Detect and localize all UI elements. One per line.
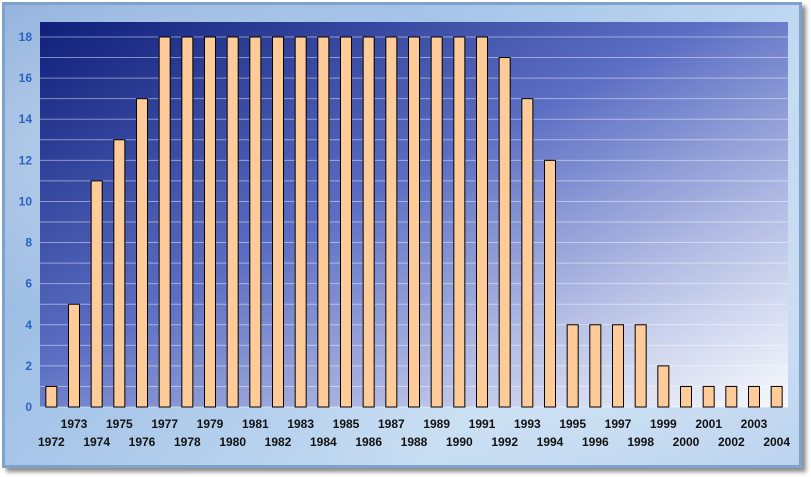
y-axis-ticks: 0 2 4 6 8 10 12 14 16 18: [19, 30, 33, 414]
bar: [521, 98, 534, 408]
bar: [657, 365, 670, 408]
x-tick-label: 2003: [741, 417, 768, 431]
y-tick-label: 12: [19, 153, 33, 167]
bar: [634, 324, 647, 408]
y-tick-label: 10: [19, 194, 33, 208]
x-tick-label: 1998: [627, 435, 654, 449]
bar: [362, 36, 375, 408]
x-tick-label: 1985: [333, 417, 360, 431]
x-tick-label: 1986: [355, 435, 382, 449]
y-tick-label: 14: [19, 112, 33, 126]
bar: [544, 159, 556, 408]
x-tick-label: 1980: [219, 435, 246, 449]
x-tick-label: 2000: [673, 435, 700, 449]
bar: [566, 324, 579, 408]
bar: [45, 385, 58, 408]
bar: [68, 303, 80, 408]
x-tick-label: 1991: [469, 417, 496, 431]
x-tick-label: 1975: [106, 417, 133, 431]
x-tick-label: 1979: [197, 417, 224, 431]
y-tick-label: 4: [25, 318, 32, 332]
bar: [226, 36, 239, 408]
x-tick-label: 2002: [718, 435, 745, 449]
x-axis-ticks: 1972 1973 1974 1975 1976 1977 1978 1979 1980 1981…: [38, 417, 790, 449]
bar: [770, 385, 783, 408]
x-tick-label: 1993: [514, 417, 541, 431]
bar: [340, 36, 352, 408]
bar: [748, 385, 760, 408]
x-tick-label: 1976: [129, 435, 156, 449]
bar: [136, 98, 148, 408]
x-tick-label: 1973: [61, 417, 88, 431]
bar: [113, 139, 126, 408]
y-tick-label: 16: [19, 71, 33, 85]
y-tick-label: 18: [19, 30, 33, 44]
bar: [725, 385, 738, 408]
bar: [498, 57, 511, 408]
x-tick-label: 1978: [174, 435, 201, 449]
bar: [476, 36, 488, 408]
x-tick-label: 1981: [242, 417, 269, 431]
x-tick-label: 1987: [378, 417, 405, 431]
x-tick-label: 1996: [582, 435, 609, 449]
bar: [453, 36, 466, 408]
bar: [680, 385, 692, 408]
bars: [45, 36, 783, 408]
bar: [589, 324, 602, 408]
x-tick-label: 1972: [38, 435, 65, 449]
bar: [181, 36, 194, 408]
x-tick-label: 2004: [763, 435, 790, 449]
bar: [294, 36, 307, 408]
bar: [204, 36, 216, 408]
x-tick-label: 1997: [605, 417, 632, 431]
x-tick-label: 1994: [537, 435, 564, 449]
x-tick-label: 1983: [287, 417, 314, 431]
y-tick-label: 6: [25, 277, 32, 291]
bar: [430, 36, 443, 408]
y-tick-label: 2: [25, 359, 32, 373]
bar: [90, 180, 103, 408]
bar: [272, 36, 284, 408]
x-tick-label: 1989: [423, 417, 450, 431]
x-tick-label: 1999: [650, 417, 677, 431]
x-tick-label: 2001: [695, 417, 722, 431]
bar: [702, 385, 715, 408]
bar: [408, 36, 420, 408]
y-tick-label: 0: [25, 400, 32, 414]
x-tick-label: 1992: [491, 435, 518, 449]
bar: [385, 36, 398, 408]
x-tick-label: 1988: [401, 435, 428, 449]
x-tick-label: 1982: [265, 435, 292, 449]
bar: [317, 36, 330, 408]
bar: [158, 36, 171, 408]
bar: [249, 36, 262, 408]
x-tick-label: 1974: [83, 435, 110, 449]
x-tick-label: 1990: [446, 435, 473, 449]
x-tick-label: 1984: [310, 435, 337, 449]
bar: [612, 324, 624, 408]
y-tick-label: 8: [25, 236, 32, 250]
x-tick-label: 1977: [151, 417, 178, 431]
x-tick-label: 1995: [559, 417, 586, 431]
